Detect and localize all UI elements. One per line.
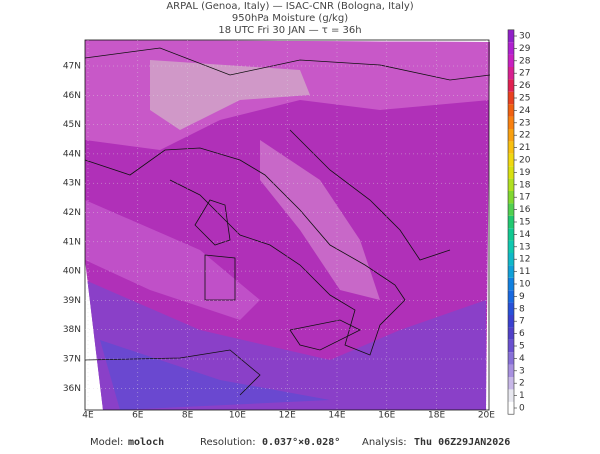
colorbar-label: 16 [519, 205, 531, 215]
colorbar-label: 18 [519, 180, 531, 190]
colorbar-segment [508, 54, 514, 67]
colorbar-segment [508, 327, 514, 340]
colorbar-segment [508, 153, 514, 167]
colorbar-segment [508, 67, 514, 80]
colorbar-segment [508, 277, 514, 291]
colorbar-segment [508, 377, 514, 390]
colorbar-segment [508, 191, 514, 204]
colorbar-label: 27 [519, 69, 530, 79]
lon-label: 12E [279, 411, 296, 421]
colorbar-label: 23 [519, 118, 530, 128]
footer-value: moloch [128, 437, 164, 448]
colorbar-label: 5 [519, 342, 525, 352]
colorbar-segment [508, 364, 514, 377]
map-field [84, 39, 491, 411]
lon-label: 20E [478, 411, 495, 421]
colorbar-label: 26 [519, 81, 531, 91]
colorbar-segment [508, 315, 514, 328]
footer: Model: moloch Resolution: 0.037°×0.028° … [90, 437, 510, 448]
colorbar-segment [508, 42, 514, 55]
lat-label: 46N [63, 91, 81, 101]
lon-label: 14E [328, 411, 345, 421]
lat-label: 41N [63, 237, 81, 247]
header-line: 18 UTC Fri 30 JAN — τ = 36h [218, 25, 361, 36]
lon-label: 8E [182, 411, 194, 421]
colorbar-label: 19 [519, 168, 531, 178]
colorbar-label: 21 [519, 143, 530, 153]
colorbar-label: 28 [519, 56, 531, 66]
colorbar-label: 10 [519, 280, 531, 290]
lat-label: 44N [63, 149, 81, 159]
colorbar-segment [508, 79, 514, 92]
colorbar-segment [508, 339, 514, 353]
colorbar-label: 29 [519, 44, 531, 54]
colorbar-label: 4 [519, 354, 525, 364]
colorbar-segment [508, 240, 514, 253]
lat-label: 42N [63, 208, 81, 218]
colorbar-segment [508, 302, 514, 315]
header-line: 950hPa Moisture (g/kg) [232, 13, 348, 24]
lat-label: 47N [63, 62, 81, 72]
lon-label: 4E [82, 411, 94, 421]
colorbar-segment [508, 228, 514, 241]
colorbar-frame [507, 29, 515, 415]
colorbar-segment [508, 389, 514, 402]
colorbar-label: 7 [519, 317, 525, 327]
footer-label: Model: [90, 437, 123, 448]
colorbar-label: 22 [519, 131, 530, 141]
lat-label: 36N [63, 384, 81, 394]
colorbar-segment [508, 91, 514, 105]
colorbar-label: 1 [519, 391, 525, 401]
colorbar-label: 8 [519, 304, 525, 314]
lon-label: 16E [378, 411, 395, 421]
lat-label: 39N [63, 296, 81, 306]
colorbar-label: 17 [519, 193, 530, 203]
colorbar-segment [508, 265, 514, 278]
colorbar-segment [508, 104, 514, 117]
lat-label: 37N [63, 355, 81, 365]
colorbar-segment [508, 290, 514, 303]
lon-label: 18E [428, 411, 445, 421]
colorbar-label: 15 [519, 218, 530, 228]
colorbar-label: 30 [519, 32, 531, 42]
colorbar-label: 6 [519, 329, 525, 339]
lon-label: 10E [229, 411, 246, 421]
colorbar-segment [508, 166, 514, 179]
colorbar-label: 25 [519, 94, 530, 104]
colorbar-label: 24 [519, 106, 531, 116]
colorbar-segment [508, 116, 514, 129]
colorbar-label: 12 [519, 255, 530, 265]
colorbar-label: 13 [519, 242, 530, 252]
colorbar-label: 20 [519, 156, 531, 166]
colorbar-segment [508, 203, 514, 216]
colorbar-label: 9 [519, 292, 525, 302]
footer-value: Thu 06Z29JAN2026 [414, 437, 510, 448]
colorbar-label: 3 [519, 366, 525, 376]
colorbar-segment [508, 352, 514, 365]
colorbar-segment [508, 141, 514, 154]
colorbar-label: 0 [519, 404, 525, 414]
footer-label: Analysis: [362, 437, 407, 448]
colorbar-label: 14 [519, 230, 531, 240]
colorbar-label: 2 [519, 379, 525, 389]
footer-value: 0.037°×0.028° [262, 437, 340, 448]
colorbar-segment [508, 178, 514, 191]
lat-label: 45N [63, 120, 81, 130]
header-line: ARPAL (Genoa, Italy) — ISAC-CNR (Bologna… [166, 1, 413, 12]
colorbar-segment [508, 215, 514, 229]
footer-label: Resolution: [200, 437, 256, 448]
lat-label: 43N [63, 179, 81, 189]
lon-label: 6E [132, 411, 144, 421]
lat-label: 40N [63, 267, 81, 277]
colorbar-segment [508, 401, 514, 415]
colorbar-segment [508, 129, 514, 142]
colorbar-segment [508, 253, 514, 266]
colorbar-label: 11 [519, 267, 530, 277]
colorbar-segment [508, 29, 514, 43]
lat-label: 38N [63, 325, 81, 335]
